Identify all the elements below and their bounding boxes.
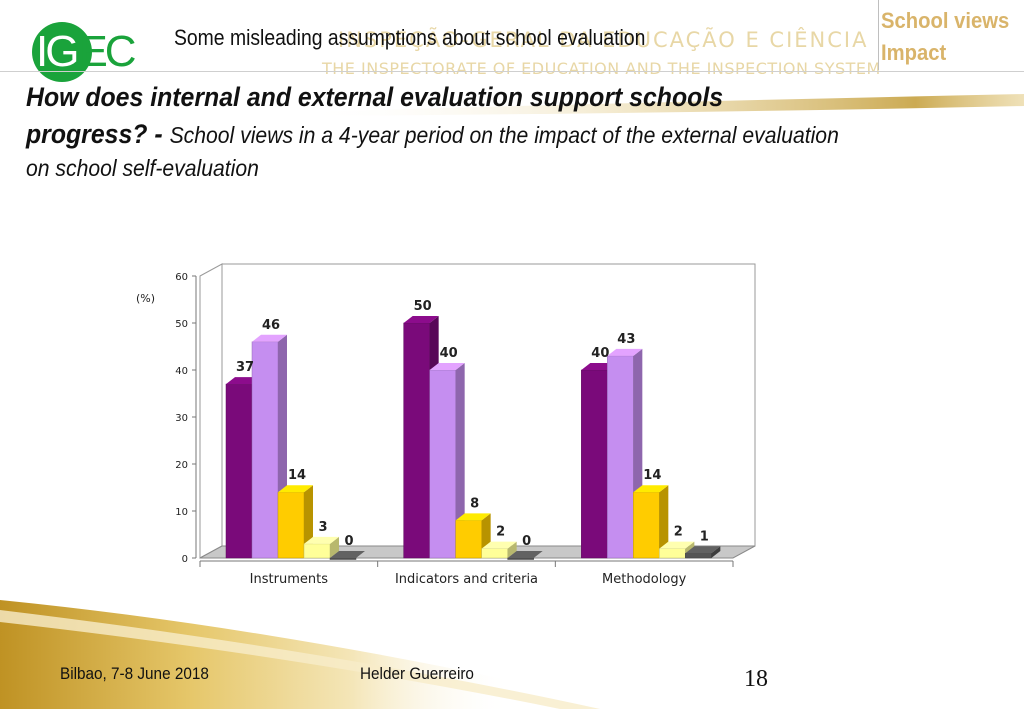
y-tick-label: 0 xyxy=(182,554,188,565)
bar xyxy=(685,546,721,559)
y-tick-label: 30 xyxy=(175,413,188,424)
bar xyxy=(507,551,543,560)
x-tick-label: Instruments xyxy=(250,572,329,587)
category-labels: Instruments Indicators and criteria Method… xyxy=(199,560,734,587)
section-title: School views xyxy=(881,8,1010,33)
footer-location-date: Bilbao, 7-8 June 2018 xyxy=(60,664,209,683)
x-tick-label: Methodology xyxy=(602,572,687,587)
watermark-line1: INSPEÇÃO-GERAL DA EDUCAÇÃO E CIÊNCIA xyxy=(338,28,869,52)
data-label: 2 xyxy=(674,525,683,540)
section-box: School views Impact xyxy=(878,0,1024,70)
logo-text: IGEC xyxy=(36,27,137,76)
side-wall xyxy=(199,263,223,559)
data-label: 0 xyxy=(344,534,353,549)
gold-swoosh xyxy=(300,94,1024,116)
watermark-line2: THE INSPECTORATE OF EDUCATION AND THE IN… xyxy=(322,59,881,78)
header-divider xyxy=(0,71,1024,72)
data-label: 50 xyxy=(414,299,432,314)
bars xyxy=(225,316,721,560)
data-label: 0 xyxy=(522,534,531,549)
bar xyxy=(633,485,669,559)
page-number: 18 xyxy=(744,666,768,692)
data-label: 14 xyxy=(288,468,306,483)
data-label: 2 xyxy=(496,525,505,540)
data-label: 8 xyxy=(470,496,479,511)
section-subtitle: Impact xyxy=(881,40,947,65)
y-axis-label: (%) xyxy=(136,292,155,305)
heading-progress: progress? xyxy=(26,119,148,149)
data-label: 37 xyxy=(236,360,254,375)
data-label: 46 xyxy=(262,318,280,333)
slide-heading-line3: on school self-evaluation xyxy=(26,155,259,181)
y-tick-label: 40 xyxy=(175,366,188,377)
x-tick-label: Indicators and criteria xyxy=(395,572,538,587)
data-label: 3 xyxy=(318,520,327,535)
bar xyxy=(481,541,517,559)
data-label: 40 xyxy=(440,346,458,361)
value-labels: 37 46 14 3 0 50 40 8 2 0 40 43 14 2 1 xyxy=(236,299,709,549)
y-axis: 0 10 20 30 40 50 60 (%) xyxy=(136,272,197,565)
data-label: 1 xyxy=(700,529,709,544)
data-label: 40 xyxy=(591,346,609,361)
footer-gold-swoosh xyxy=(0,600,640,709)
footer-author: Helder Guerreiro xyxy=(360,664,474,683)
y-tick-label: 50 xyxy=(175,319,188,330)
heading-subtitle: School views in a 4-year period on the i… xyxy=(169,122,839,148)
bar xyxy=(429,363,465,559)
slide-heading-line1: How does internal and external evaluatio… xyxy=(26,82,724,112)
bar xyxy=(329,551,365,560)
slide-heading-line2: progress? - School views in a 4-year per… xyxy=(26,119,839,150)
y-tick-label: 20 xyxy=(175,460,188,471)
data-label: 14 xyxy=(643,468,661,483)
bar xyxy=(303,536,339,559)
heading-dash: - xyxy=(147,119,170,149)
data-label: 43 xyxy=(617,332,635,347)
logo-circle xyxy=(32,22,92,82)
y-tick-label: 10 xyxy=(175,507,188,518)
slide-topic: Some misleading assumptions about school… xyxy=(174,25,646,50)
igec-logo: IGEC xyxy=(32,22,154,82)
y-tick-label: 60 xyxy=(175,272,188,283)
